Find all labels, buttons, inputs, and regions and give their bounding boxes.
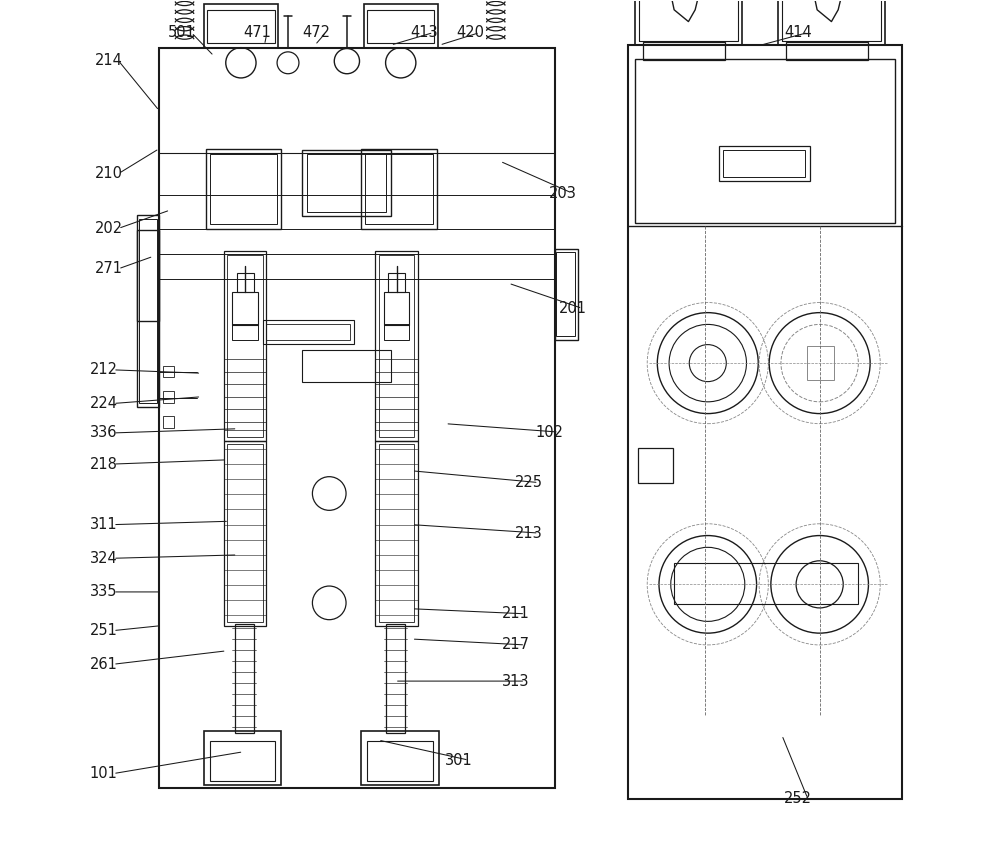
Text: 212: 212 (89, 362, 117, 377)
Text: 301: 301 (445, 753, 473, 768)
Bar (638, 448, 673, 484)
Bar (782, 0, 881, 41)
Text: 211: 211 (502, 606, 530, 621)
Text: 311: 311 (89, 517, 117, 532)
Text: 271: 271 (95, 262, 123, 276)
Text: 210: 210 (95, 166, 123, 181)
Bar (379, 444, 414, 622)
Bar (361, 731, 439, 786)
Bar (375, 252, 418, 441)
Text: 324: 324 (89, 551, 117, 565)
Text: 102: 102 (535, 425, 563, 440)
Bar (384, 292, 409, 325)
Bar (206, 149, 281, 229)
Bar (207, 10, 275, 43)
Bar (778, 0, 885, 45)
Bar (635, 0, 742, 45)
Text: 414: 414 (784, 25, 812, 40)
Bar (163, 365, 174, 377)
Bar (307, 154, 386, 212)
Bar (224, 252, 266, 441)
Bar (364, 4, 438, 47)
Bar (386, 624, 405, 733)
Text: 224: 224 (89, 396, 117, 411)
Text: 217: 217 (502, 637, 530, 652)
Bar (137, 215, 159, 407)
Bar (302, 150, 391, 216)
Text: 101: 101 (89, 766, 117, 782)
Bar (139, 219, 157, 403)
Text: 413: 413 (410, 25, 438, 40)
Bar (723, 150, 805, 177)
Bar (237, 273, 254, 292)
Bar (807, 346, 834, 380)
Text: 213: 213 (515, 526, 543, 540)
Bar (367, 10, 434, 43)
Bar (367, 741, 433, 782)
Bar (224, 441, 266, 625)
Text: 420: 420 (456, 25, 484, 40)
Bar (227, 255, 263, 437)
Text: 335: 335 (89, 584, 117, 599)
Bar (163, 416, 174, 428)
Bar (639, 0, 738, 41)
Text: 252: 252 (784, 792, 812, 806)
Text: 501: 501 (168, 25, 196, 40)
Text: 203: 203 (549, 186, 577, 201)
Text: 472: 472 (302, 25, 330, 40)
Bar (232, 292, 258, 325)
Text: 218: 218 (89, 457, 117, 472)
Text: 251: 251 (89, 623, 117, 638)
Text: 313: 313 (502, 674, 529, 689)
Bar (388, 273, 405, 292)
Bar (365, 154, 433, 225)
Bar (210, 154, 277, 225)
Bar (384, 324, 409, 339)
Bar (628, 45, 902, 799)
Bar (556, 252, 575, 336)
Bar (555, 249, 578, 339)
Text: 201: 201 (559, 301, 587, 316)
Bar (266, 323, 350, 340)
Bar (719, 146, 810, 181)
Bar (235, 624, 254, 733)
Bar (302, 349, 391, 381)
Text: 471: 471 (243, 25, 271, 40)
Bar (379, 255, 414, 437)
Bar (137, 230, 159, 321)
Bar (227, 444, 263, 622)
Text: 336: 336 (89, 425, 117, 441)
Bar (204, 731, 281, 786)
Bar (232, 324, 258, 339)
Bar (674, 563, 858, 603)
Text: 225: 225 (515, 475, 543, 490)
Text: 202: 202 (95, 221, 123, 236)
Bar (204, 4, 278, 47)
Bar (375, 441, 418, 625)
Bar (159, 47, 555, 788)
Bar (635, 59, 895, 224)
Bar (210, 741, 275, 782)
Text: 261: 261 (89, 657, 117, 672)
Bar (786, 41, 868, 60)
Bar (361, 149, 437, 229)
Text: 214: 214 (95, 53, 122, 68)
Bar (643, 41, 725, 60)
Bar (163, 391, 174, 403)
Bar (263, 320, 354, 344)
